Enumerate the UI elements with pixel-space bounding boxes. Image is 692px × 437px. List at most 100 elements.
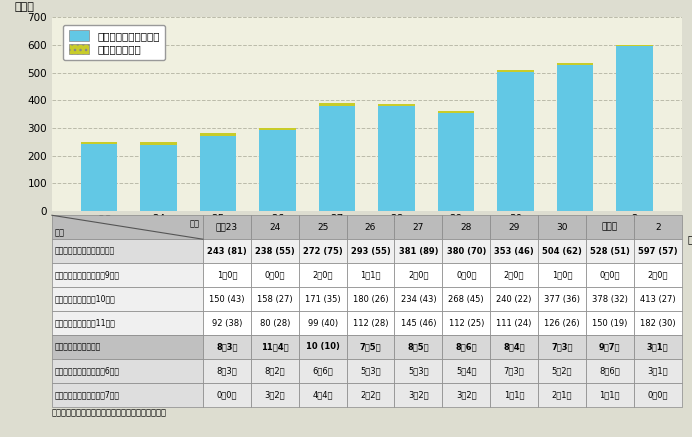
Text: 2（0）: 2（0） (648, 271, 668, 280)
Bar (490, 287, 538, 311)
Text: 令和元: 令和元 (602, 223, 618, 232)
Text: 8（3）: 8（3） (216, 343, 238, 351)
Bar (347, 383, 394, 407)
Text: 6（6）: 6（6） (312, 367, 333, 375)
Bar (251, 239, 299, 263)
Text: 26: 26 (365, 223, 376, 232)
Bar (442, 311, 490, 335)
Bar (497, 72, 534, 211)
Text: 8（3）: 8（3） (217, 367, 237, 375)
Text: 0（0）: 0（0） (456, 271, 477, 280)
Text: 2（0）: 2（0） (408, 271, 428, 280)
Text: 1（0）: 1（0） (552, 271, 572, 280)
Bar (442, 287, 490, 311)
Bar (80, 144, 118, 211)
Text: 3（1）: 3（1） (647, 343, 668, 351)
Text: 法人等事業経営支配（第9条）: 法人等事業経営支配（第9条） (55, 271, 120, 280)
Bar (251, 383, 299, 407)
Bar (634, 239, 682, 263)
Bar (586, 383, 634, 407)
Bar (538, 239, 586, 263)
Bar (299, 359, 347, 383)
Text: 8（6）: 8（6） (455, 343, 477, 351)
Bar (586, 239, 634, 263)
Text: 150 (19): 150 (19) (592, 319, 628, 328)
Text: 504 (62): 504 (62) (542, 247, 582, 256)
Bar (203, 239, 251, 263)
Bar (586, 215, 634, 239)
Text: 3（2）: 3（2） (408, 390, 429, 399)
Bar (442, 239, 490, 263)
Bar (140, 142, 177, 145)
Bar (140, 145, 177, 211)
Text: 145 (46): 145 (46) (401, 319, 436, 328)
Bar (394, 311, 442, 335)
Text: 3（2）: 3（2） (264, 390, 285, 399)
Bar (251, 335, 299, 359)
Legend: 組織的犯罪処罰法違反, 麻車特例法違反: 組織的犯罪処罰法違反, 麻車特例法違反 (64, 24, 165, 60)
Text: 11（4）: 11（4） (261, 343, 289, 351)
Bar (538, 263, 586, 287)
Bar (199, 136, 237, 211)
Text: 平成23: 平成23 (216, 223, 238, 232)
Text: 犯罪収益等隠匿（第10条）: 犯罪収益等隠匿（第10条） (55, 295, 116, 304)
Bar (299, 239, 347, 263)
Text: 234 (43): 234 (43) (401, 295, 436, 304)
Text: 8（6）: 8（6） (599, 367, 620, 375)
Text: 380 (70): 380 (70) (446, 247, 486, 256)
Bar (80, 142, 118, 144)
Bar (538, 335, 586, 359)
Text: 1（1）: 1（1） (504, 390, 525, 399)
Bar (259, 130, 296, 211)
Text: 5（4）: 5（4） (456, 367, 477, 375)
Bar (634, 215, 682, 239)
Text: 2（0）: 2（0） (504, 271, 525, 280)
Text: （年）: （年） (688, 234, 692, 244)
Text: 80 (28): 80 (28) (260, 319, 290, 328)
Bar (634, 287, 682, 311)
Bar (203, 287, 251, 311)
Text: 3（2）: 3（2） (456, 390, 477, 399)
Text: 99 (40): 99 (40) (308, 319, 338, 328)
Text: 378 (32): 378 (32) (592, 295, 628, 304)
Bar (442, 263, 490, 287)
Bar (299, 287, 347, 311)
Bar (616, 46, 653, 211)
Bar (490, 263, 538, 287)
Text: 27: 27 (412, 223, 424, 232)
Text: 3（1）: 3（1） (648, 367, 668, 375)
Text: 犯罪収益等収受（第11条）: 犯罪収益等収受（第11条） (55, 319, 116, 328)
Bar (259, 128, 296, 130)
Text: 10 (10): 10 (10) (306, 343, 340, 351)
Bar (203, 311, 251, 335)
Bar (634, 383, 682, 407)
Bar (251, 359, 299, 383)
Bar (538, 287, 586, 311)
Text: 2: 2 (655, 223, 660, 232)
Text: 92 (38): 92 (38) (212, 319, 242, 328)
Text: 8（5）: 8（5） (408, 343, 429, 351)
Text: 区分: 区分 (55, 228, 65, 237)
Text: 組織的犯罪処罰法違反（件）: 組織的犯罪処罰法違反（件） (55, 247, 115, 256)
Bar (378, 106, 415, 211)
Text: 112 (28): 112 (28) (353, 319, 388, 328)
Text: 293 (55): 293 (55) (351, 247, 390, 256)
Text: 注：括弧内は、暴力団構成員等によるものを示す。: 注：括弧内は、暴力団構成員等によるものを示す。 (52, 409, 167, 417)
Bar (394, 215, 442, 239)
Text: 0（0）: 0（0） (217, 390, 237, 399)
Text: 1（1）: 1（1） (599, 390, 620, 399)
Text: 7（5）: 7（5） (360, 343, 381, 351)
Bar (251, 311, 299, 335)
Bar (251, 215, 299, 239)
Bar (299, 263, 347, 287)
Bar (586, 287, 634, 311)
Text: 238 (55): 238 (55) (255, 247, 295, 256)
Text: 薇物犯罪収益等収受（第7条）: 薇物犯罪収益等収受（第7条） (55, 390, 120, 399)
Bar (203, 335, 251, 359)
Text: 7（3）: 7（3） (504, 367, 525, 375)
Text: 7（3）: 7（3） (552, 343, 573, 351)
Bar (299, 383, 347, 407)
Bar (490, 335, 538, 359)
Text: 2（2）: 2（2） (361, 390, 381, 399)
Text: 150 (43): 150 (43) (209, 295, 245, 304)
